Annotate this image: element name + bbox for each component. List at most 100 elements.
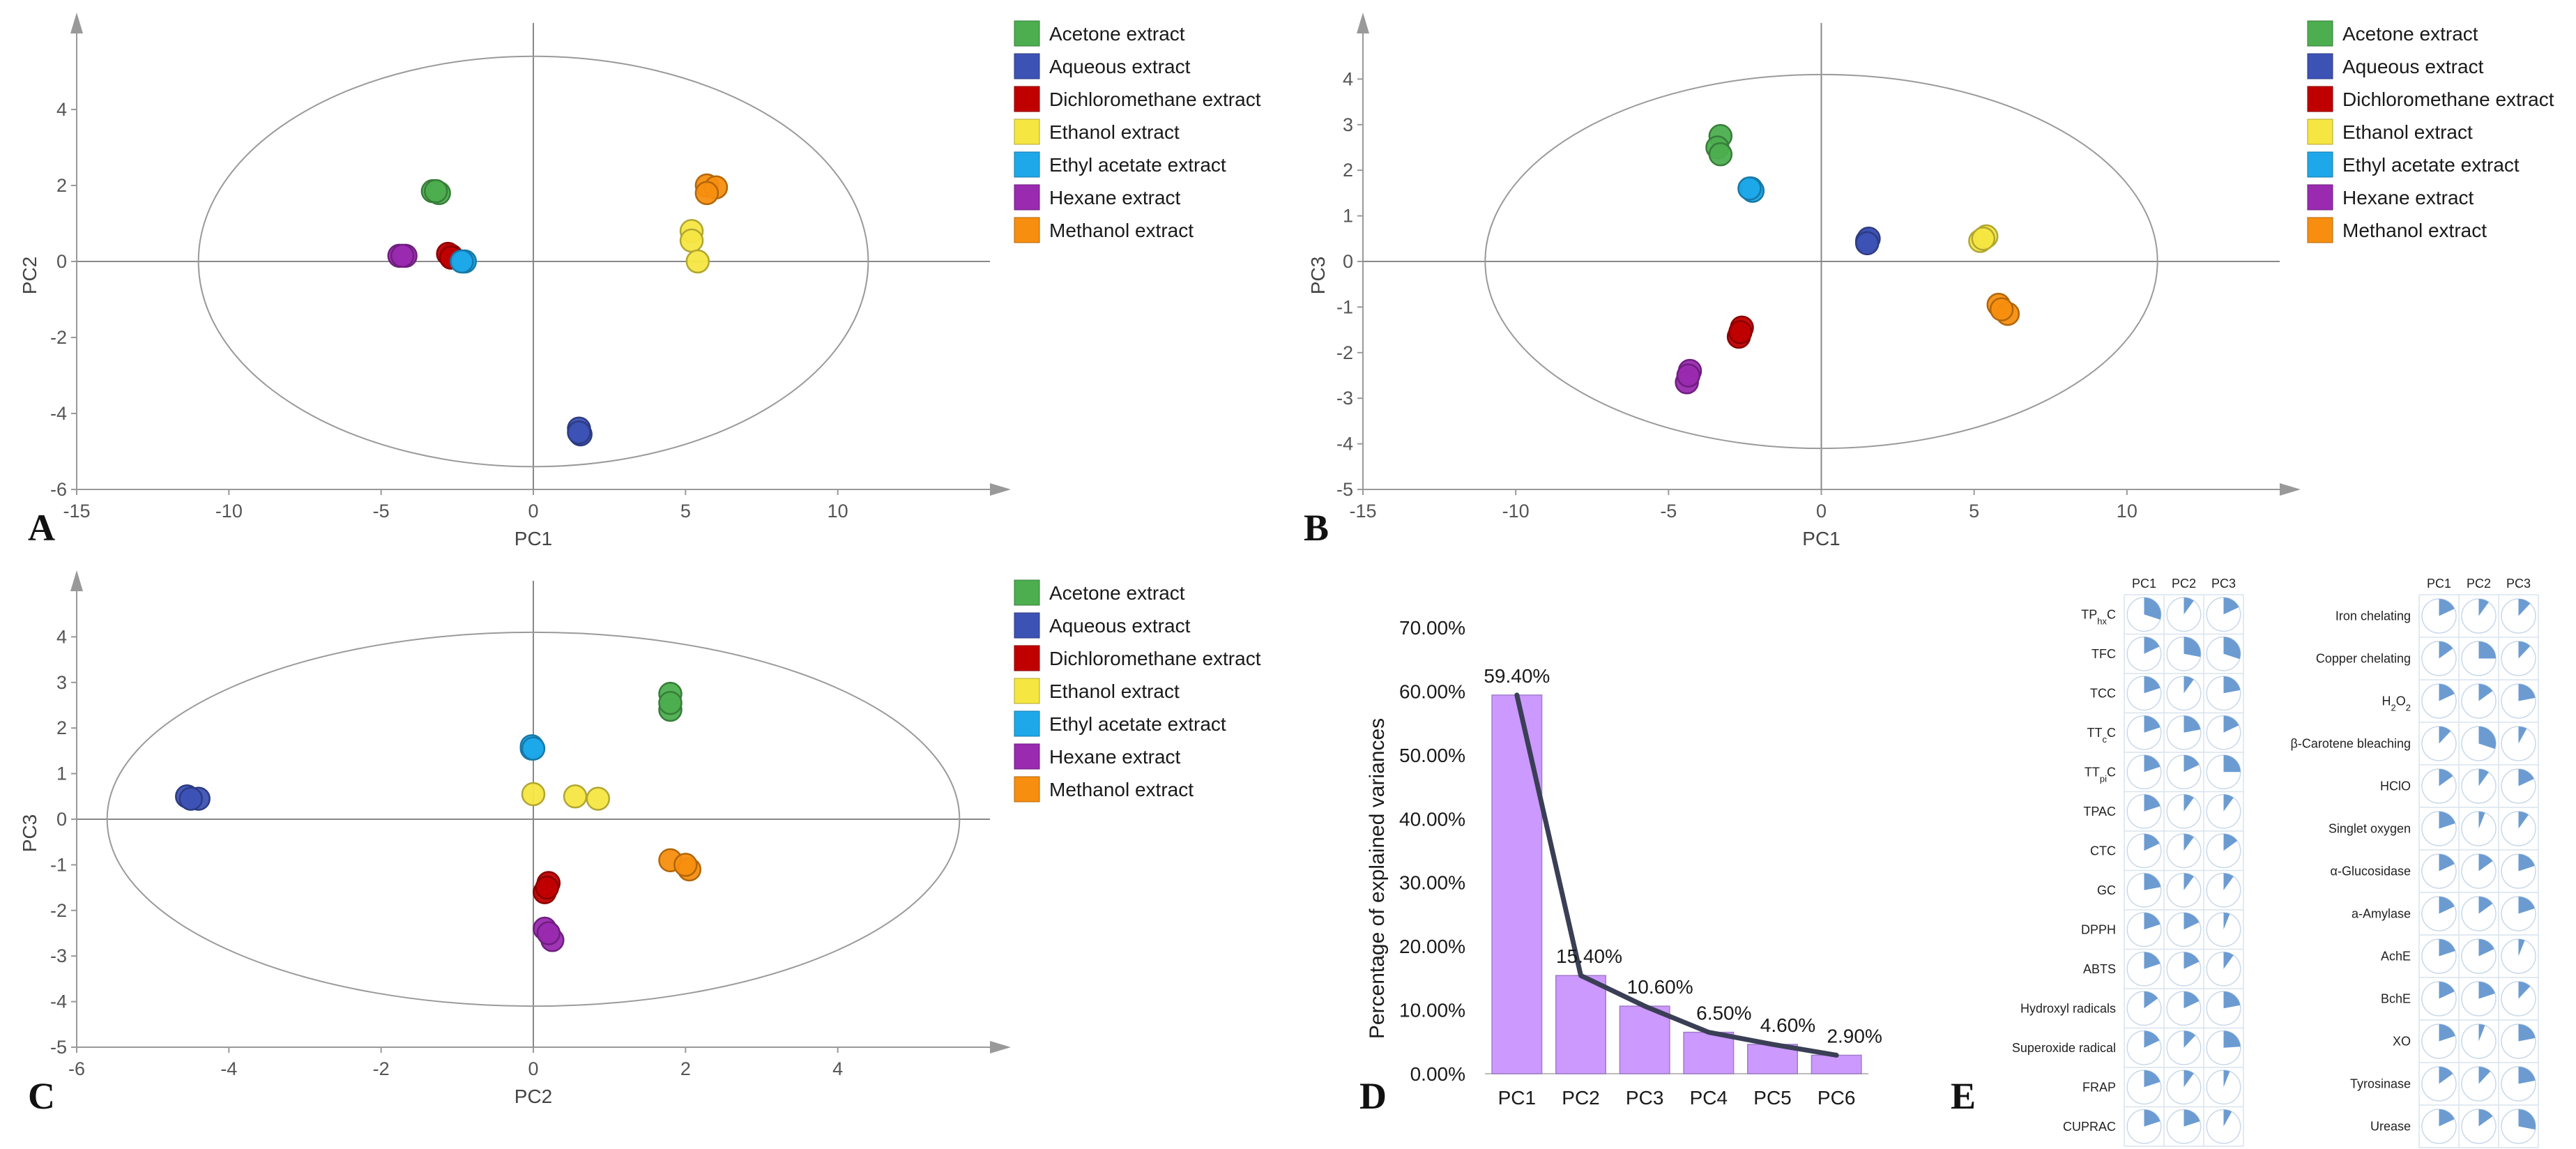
pie-wedge — [2439, 1067, 2453, 1084]
y-tick-label: 1 — [56, 763, 67, 784]
data-point-methanol-extract — [1989, 297, 2014, 321]
y-tick-label: 10.00% — [1399, 1000, 1465, 1021]
data-point-ethanol-extract — [679, 228, 704, 253]
y-tick-label: -3 — [50, 945, 67, 966]
data-point-acetone-extract — [1708, 142, 1733, 167]
pie-wedge — [2439, 599, 2455, 616]
y-tick-label: 3 — [56, 672, 67, 693]
y-tick-label: 2 — [56, 175, 67, 196]
panel-letter: A — [28, 507, 55, 549]
legend-label: Acetone extract — [1049, 582, 1185, 604]
data-label: 4.60% — [1760, 1014, 1815, 1036]
variable-label: XO — [2393, 1035, 2411, 1049]
variable-label: HClO — [2380, 779, 2411, 793]
variable-label: Singlet oxygen — [2329, 822, 2411, 836]
x-tick-label: 10 — [2117, 501, 2137, 522]
data-label: 10.60% — [1627, 976, 1693, 998]
column-header: PC1 — [2427, 577, 2451, 591]
pie-wedge — [2518, 1067, 2536, 1084]
pie-wedge — [2478, 1024, 2485, 1042]
data-point-ethyl-acetate-extract — [521, 736, 546, 761]
y-tick-label: 70.00% — [1399, 617, 1465, 639]
data-point-ethanol-extract — [563, 784, 588, 809]
confidence-ellipse — [197, 55, 869, 468]
variable-label: Hydroxyl radicals — [2020, 1001, 2116, 1015]
pie-wedge — [2478, 982, 2495, 999]
variable-label: Copper chelating — [2316, 652, 2411, 666]
column-header: PC3 — [2506, 577, 2531, 591]
data-label: 2.90% — [1827, 1025, 1882, 1047]
column-header: PC3 — [2211, 577, 2236, 591]
y-axis-label: PC3 — [19, 814, 40, 852]
legend-label: Ethyl acetate extract — [1049, 154, 1226, 176]
panel-letter: D — [1359, 1075, 1387, 1117]
legend-swatch — [1014, 743, 1040, 770]
pie-wedge — [2144, 1030, 2160, 1048]
pie-wedge — [2518, 939, 2525, 957]
y-tick-label: -3 — [1336, 388, 1353, 409]
column-header: PC2 — [2467, 577, 2491, 591]
y-tick-label: 30.00% — [1399, 872, 1465, 894]
legend-swatch — [1014, 119, 1040, 145]
pie-wedge — [2144, 637, 2160, 654]
pie-wedge — [2439, 726, 2451, 744]
x-tick-label: -4 — [220, 1058, 237, 1079]
x-tick-label: PC4 — [1690, 1087, 1728, 1109]
legend-label: Hexane extract — [2342, 187, 2474, 208]
y-tick-label: 50.00% — [1399, 745, 1465, 766]
y-tick-label: -2 — [50, 900, 67, 921]
pie-wedge — [2183, 873, 2194, 890]
x-tick-label: -6 — [68, 1058, 85, 1079]
pie-wedge — [2439, 812, 2455, 829]
pie-wedge — [2223, 991, 2241, 1009]
y-tick-label: 0 — [1343, 251, 1353, 272]
pie-wedge — [2183, 913, 2200, 930]
pie-wedge — [2144, 1109, 2160, 1127]
y-axis-label: PC3 — [1307, 257, 1329, 294]
y-tick-label: 0 — [56, 809, 67, 830]
pie-wedge — [2478, 897, 2493, 914]
legend-swatch — [1014, 151, 1040, 178]
x-axis-label: PC1 — [1802, 528, 1840, 549]
x-tick-label: -10 — [215, 501, 243, 522]
pie-wedge — [2439, 897, 2455, 914]
data-point-methanol-extract — [673, 853, 698, 877]
pie-wedge — [2144, 598, 2161, 620]
legend-label: Acetone extract — [1049, 23, 1185, 45]
variable-label: TPAC — [2083, 805, 2116, 819]
y-tick-label: -5 — [1336, 479, 1353, 500]
data-point-acetone-extract — [658, 690, 683, 715]
legend-swatch — [2307, 119, 2333, 145]
y-tick-label: 4 — [1343, 68, 1353, 89]
legend-label: Aqueous extract — [1049, 56, 1191, 77]
variable-label: FRAP — [2082, 1080, 2116, 1094]
legend-label: Methanol extract — [1049, 779, 1194, 800]
pie-wedge — [2183, 794, 2194, 812]
pie-wedge — [2183, 637, 2201, 657]
pie-wedge — [2223, 794, 2234, 812]
bar-pc2 — [1555, 975, 1606, 1074]
confidence-ellipse — [106, 631, 961, 1007]
x-axis-label: PC1 — [515, 528, 552, 549]
pie-wedge — [2478, 854, 2493, 872]
x-tick-label: 5 — [1969, 501, 1979, 522]
variable-label: a-Amylase — [2352, 907, 2411, 921]
y-tick-label: 2 — [56, 717, 67, 738]
x-axis-arrow — [990, 483, 1011, 496]
pie-wedge — [2518, 684, 2536, 701]
legend-label: Ethanol extract — [1049, 121, 1180, 143]
pie-wedge — [2518, 812, 2529, 829]
legend-swatch — [1014, 217, 1040, 243]
data-point-aqueous-extract — [567, 420, 591, 445]
x-tick-label: 0 — [528, 1058, 538, 1079]
variable-label: Tyrosinase — [2350, 1077, 2411, 1091]
data-point-ethanol-extract — [521, 782, 546, 807]
y-tick-label: 0 — [56, 251, 67, 272]
pie-wedge — [2518, 599, 2531, 616]
x-tick-label: PC3 — [1626, 1087, 1663, 1109]
y-axis-label: Percentage of explained variances — [1366, 718, 1389, 1039]
legend-swatch — [2307, 53, 2333, 79]
x-tick-label: -15 — [1349, 501, 1376, 522]
x-tick-label: 0 — [528, 501, 538, 522]
